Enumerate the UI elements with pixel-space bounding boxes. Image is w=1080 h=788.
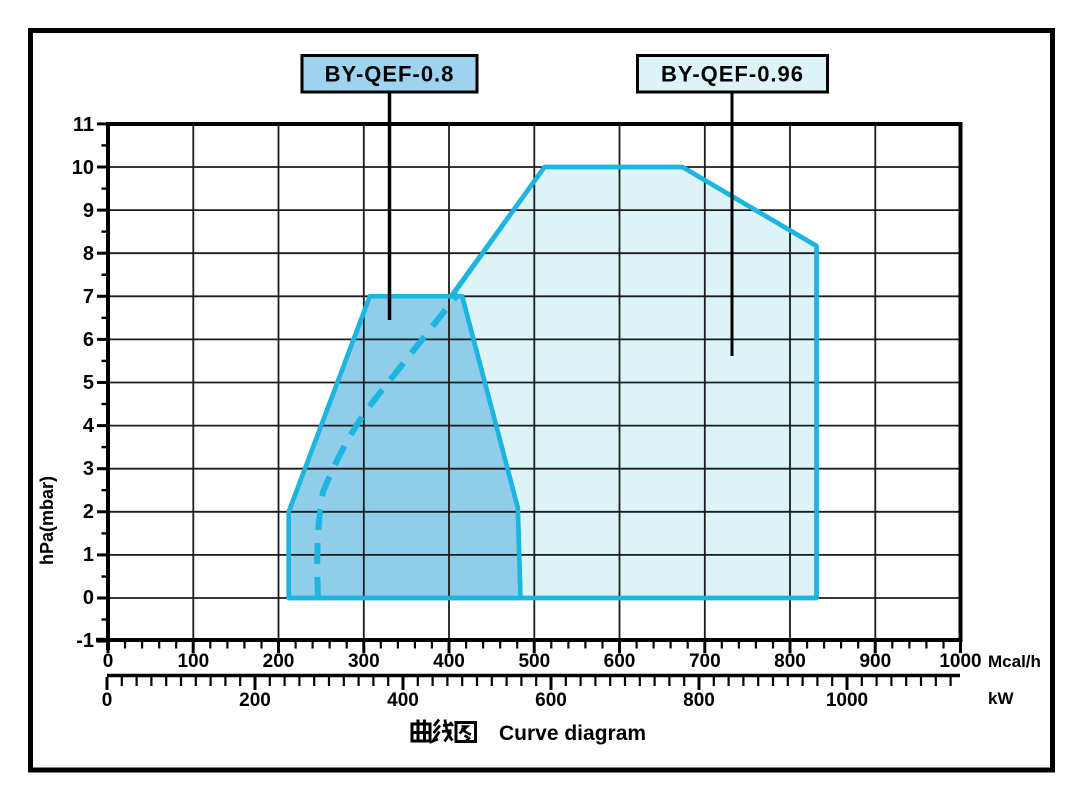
svg-text:0: 0 [102, 690, 113, 711]
svg-text:4: 4 [83, 415, 95, 437]
svg-text:200: 200 [239, 690, 271, 711]
svg-text:1000: 1000 [939, 651, 981, 672]
svg-text:300: 300 [348, 651, 380, 672]
svg-text:BY-QEF-0.8: BY-QEF-0.8 [325, 62, 455, 87]
svg-text:500: 500 [518, 651, 550, 672]
svg-text:700: 700 [689, 651, 721, 672]
svg-text:9: 9 [83, 200, 94, 222]
svg-text:3: 3 [83, 458, 94, 480]
svg-text:800: 800 [683, 690, 715, 711]
svg-text:400: 400 [433, 651, 465, 672]
svg-text:100: 100 [177, 651, 209, 672]
svg-text:6: 6 [83, 329, 94, 351]
svg-text:0: 0 [103, 651, 114, 672]
svg-text:400: 400 [387, 690, 419, 711]
svg-text:200: 200 [263, 651, 295, 672]
svg-text:BY-QEF-0.96: BY-QEF-0.96 [661, 62, 804, 87]
svg-text:-1: -1 [76, 630, 94, 652]
svg-text:2: 2 [83, 501, 94, 523]
svg-text:hPa(mbar): hPa(mbar) [37, 476, 57, 565]
svg-text:800: 800 [774, 651, 806, 672]
svg-text:600: 600 [535, 690, 567, 711]
svg-text:5: 5 [83, 372, 94, 394]
svg-text:900: 900 [859, 651, 891, 672]
svg-text:Curve diagram: Curve diagram [499, 722, 646, 745]
svg-text:7: 7 [83, 286, 94, 308]
svg-text:1: 1 [83, 544, 94, 566]
svg-text:8: 8 [83, 243, 94, 265]
svg-text:kW: kW [988, 689, 1014, 708]
svg-text:600: 600 [604, 651, 636, 672]
svg-text:Mcal/h: Mcal/h [988, 652, 1041, 671]
svg-text:1000: 1000 [826, 690, 868, 711]
svg-text:0: 0 [83, 587, 94, 609]
svg-text:11: 11 [73, 114, 94, 136]
svg-text:10: 10 [72, 157, 94, 179]
